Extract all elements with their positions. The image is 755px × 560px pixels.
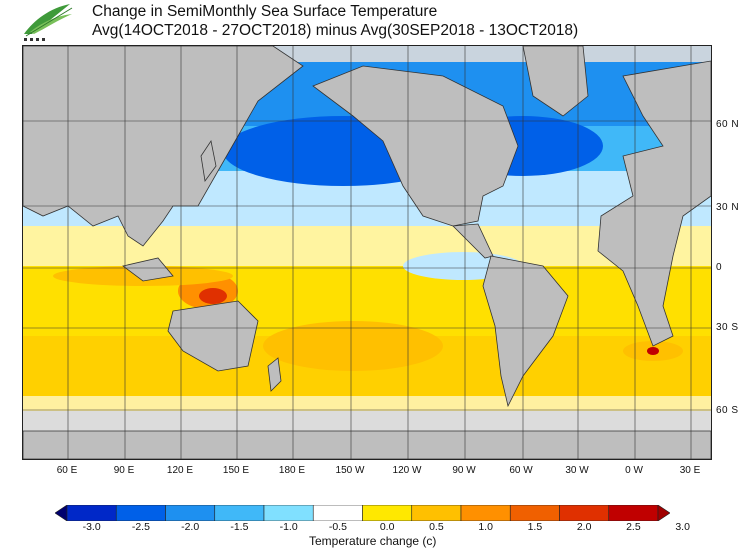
map-graticule (23, 46, 711, 459)
lon-label-120w: 120 W (392, 465, 422, 476)
lat-label-equator: 0 (716, 262, 723, 273)
colorbar-cell (559, 504, 610, 522)
lon-label-150e: 150 E (222, 465, 250, 476)
lon-label-90w: 90 W (452, 465, 476, 476)
lon-label-150w: 150 W (335, 465, 365, 476)
colorbar-tick-label: -3.0 (82, 521, 101, 533)
colorbar-cell (509, 504, 560, 522)
colorbar-tick-label: 1.5 (527, 521, 543, 533)
lon-label-90e: 90 E (113, 465, 135, 476)
colorbar-max-arrow (657, 504, 671, 522)
colorbar-tick-label: -2.5 (131, 521, 150, 533)
new-zealand-landmass (267, 357, 282, 392)
colorbar-cell (165, 504, 216, 522)
colorbar-cell (66, 504, 117, 522)
colorbar-tick-label: 0.0 (379, 521, 395, 533)
temperature-colorbar (54, 504, 671, 522)
colorbar-cell (362, 504, 413, 522)
lat-label-60n: 60 N (716, 119, 740, 130)
lon-label-180e: 180 E (278, 465, 306, 476)
colorbar-cell (214, 504, 265, 522)
indonesia-landmass (122, 257, 174, 282)
leaf-logo-icon (24, 4, 73, 37)
colorbar-tick-label: -1.5 (230, 521, 249, 533)
lat-label-30n: 30 N (716, 202, 740, 213)
colorbar-tick-label: 2.0 (576, 521, 592, 533)
south-america-landmass (482, 255, 569, 408)
greenland-landmass (522, 46, 589, 117)
colorbar-tick-label: 2.5 (626, 521, 641, 533)
colorbar-cell (608, 504, 659, 522)
north-america-landmass (312, 65, 519, 227)
lon-label-60e: 60 E (56, 465, 78, 476)
asia-landmass (23, 46, 304, 247)
title-line-1: Change in SemiMonthly Sea Surface Temper… (92, 3, 438, 20)
lon-label-120e: 120 E (166, 465, 194, 476)
colorbar-cell (263, 504, 314, 522)
colorbar-tick-label: -2.0 (181, 521, 200, 533)
colorbar-tick-label: -0.5 (328, 521, 347, 533)
chart-title: Change in SemiMonthly Sea Surface Temper… (92, 2, 578, 40)
colorbar-cell (312, 504, 363, 522)
colorbar-tick-label: -1.0 (279, 521, 298, 533)
japan-landmass (200, 139, 217, 183)
antarctica-landmass (23, 430, 711, 459)
lat-label-30s: 30 S (716, 322, 739, 333)
lon-label-0w: 0 W (625, 465, 643, 476)
colorbar-title: Temperature change (c) (309, 534, 437, 548)
colorbar-cell (115, 504, 166, 522)
lon-label-60w: 60 W (509, 465, 533, 476)
colorbar-tick-label: 0.5 (429, 521, 444, 533)
colorbar-cell (411, 504, 462, 522)
land-masses (23, 46, 711, 459)
colorbar-tick-label: 1.0 (478, 521, 493, 533)
australia-landmass (167, 300, 259, 372)
agency-logo (20, 0, 78, 44)
colorbar-cell (460, 504, 511, 522)
lat-label-60s: 60 S (716, 405, 739, 416)
colorbar-tick-label: 3.0 (675, 521, 690, 533)
africa-europe-landmass (597, 60, 711, 347)
sst-change-map (22, 45, 712, 460)
title-line-2: Avg(14OCT2018 - 27OCT2018) minus Avg(30S… (92, 22, 579, 39)
colorbar-min-arrow (54, 504, 68, 522)
lon-label-30w: 30 W (565, 465, 589, 476)
lon-label-30e: 30 E (679, 465, 701, 476)
